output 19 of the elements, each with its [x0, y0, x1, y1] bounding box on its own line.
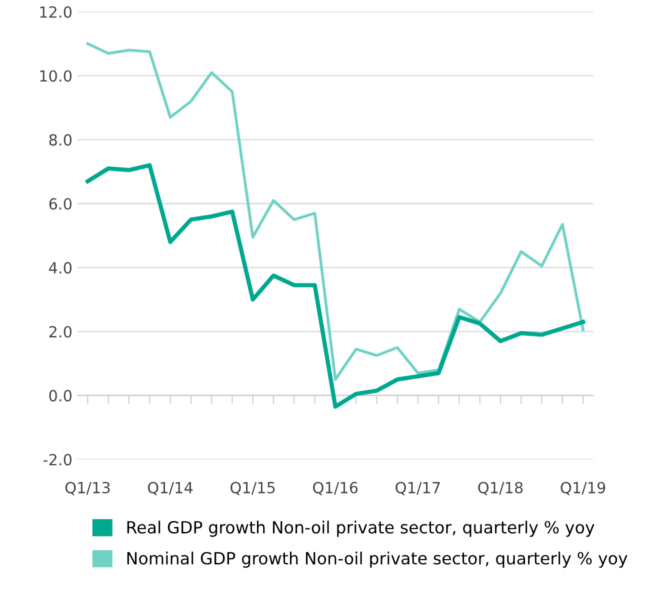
x-tick-label: Q1/13 — [65, 482, 110, 496]
legend-label: Nominal GDP growth Non-oil private sector, quarterly % yoy — [127, 552, 628, 568]
y-tick-label: 12.0 — [40, 6, 72, 18]
legend-label: Real GDP growth Non-oil private sector, quarterly % yoy — [127, 520, 594, 537]
y-tick-label: 8.0 — [49, 134, 72, 146]
x-tick-label: Q1/18 — [478, 482, 523, 496]
line-series — [86, 42, 584, 381]
y-tick-label: 0.0 — [49, 390, 72, 402]
x-tick-label: Q1/19 — [560, 482, 606, 496]
line-series — [86, 163, 586, 409]
y-tick-label: -2.0 — [43, 454, 72, 466]
x-tick-label: Q1/16 — [313, 482, 358, 496]
y-tick-label: 2.0 — [49, 326, 72, 338]
x-tick-label: Q1/17 — [396, 482, 440, 496]
y-tick-label: 10.0 — [40, 70, 72, 82]
y-tick-label: 6.0 — [49, 198, 72, 210]
x-tick-label: Q1/14 — [148, 482, 193, 496]
y-tick-label: 4.0 — [48, 262, 72, 274]
x-tick-label: Q1/15 — [230, 482, 275, 496]
